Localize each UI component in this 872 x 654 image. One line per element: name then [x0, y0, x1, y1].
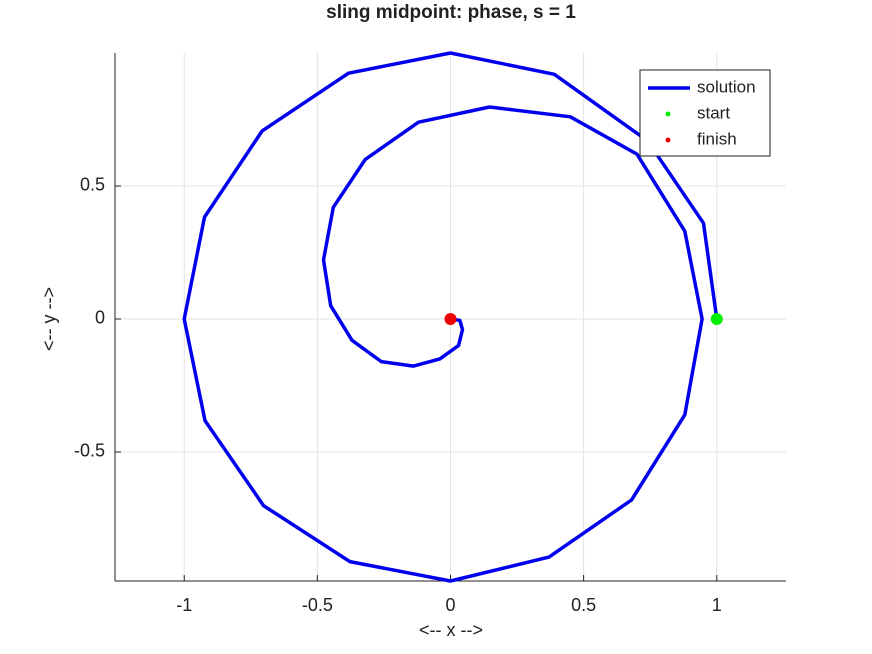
- x-axis-label: <-- x -->: [419, 620, 483, 640]
- legend-label: solution: [697, 77, 756, 96]
- legend-swatch: [665, 111, 671, 117]
- legend-label: finish: [697, 129, 737, 148]
- y-axis-label: <-- y -->: [39, 287, 59, 351]
- x-tick-label: 0.5: [571, 595, 596, 615]
- point: [444, 312, 457, 325]
- y-tick-label: -0.5: [74, 441, 105, 461]
- point: [710, 312, 723, 325]
- y-tick-label: 0: [95, 308, 105, 328]
- legend-label: start: [697, 103, 730, 122]
- chart-title: sling midpoint: phase, s = 1: [326, 2, 576, 23]
- y-tick-label: 0.5: [80, 175, 105, 195]
- x-tick-label: -1: [176, 595, 192, 615]
- legend-swatch: [665, 137, 671, 143]
- x-tick-label: 0: [445, 595, 455, 615]
- line: [182, 51, 719, 583]
- x-tick-label: 1: [712, 595, 722, 615]
- x-tick-label: -0.5: [302, 595, 333, 615]
- legend-box: [639, 69, 771, 157]
